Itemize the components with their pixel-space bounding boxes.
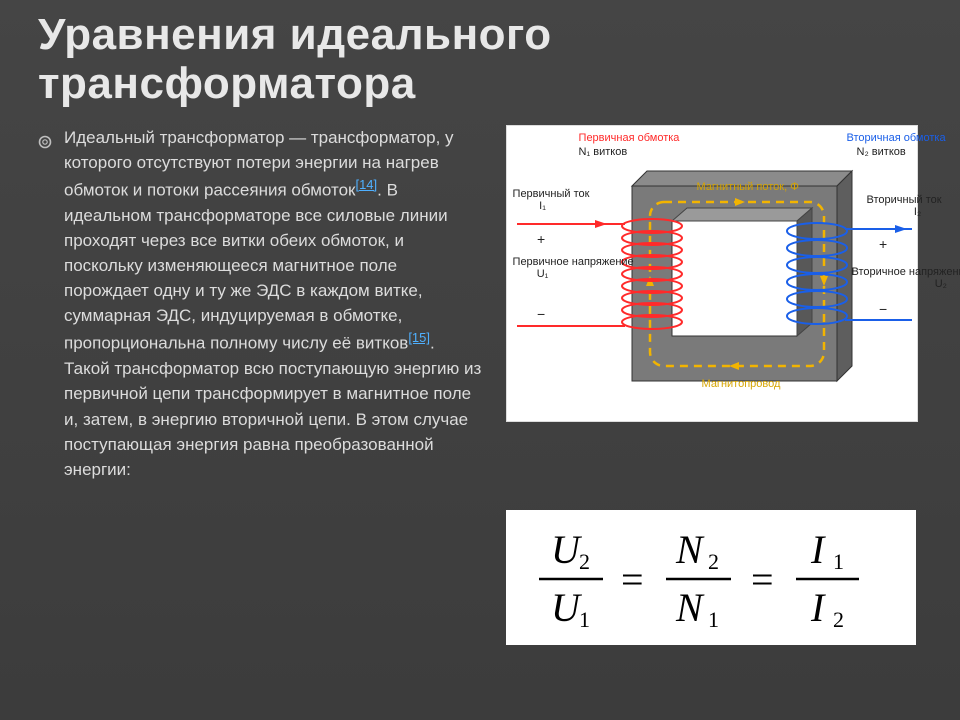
svg-text:1: 1 bbox=[833, 549, 844, 574]
arrow-icon bbox=[595, 220, 607, 228]
svg-text:N: N bbox=[675, 585, 705, 630]
svg-text:I: I bbox=[810, 527, 826, 572]
figure-column: + − + − Первичная обмотка N₁ витков Втор… bbox=[506, 125, 922, 645]
svg-text:−: − bbox=[537, 306, 545, 322]
reference-link-15[interactable]: [15] bbox=[408, 330, 430, 345]
primary-turns-label: N₁ витков bbox=[579, 146, 628, 158]
body-part-3: . Такой трансформатор всю поступающую эн… bbox=[64, 334, 481, 479]
svg-text:−: − bbox=[879, 301, 887, 317]
body-part-2: . В идеальном трансформаторе все силовые… bbox=[64, 181, 448, 354]
equation-panel: U 2 U 1 = N 2 N 1 = I bbox=[506, 510, 916, 645]
arrow-icon bbox=[895, 225, 907, 233]
svg-text:2: 2 bbox=[833, 607, 844, 632]
secondary-turns-label: N₂ витков bbox=[857, 146, 906, 158]
primary-winding-label: Первичная обмотка bbox=[579, 132, 680, 144]
core-label: Магнитопровод bbox=[702, 378, 781, 390]
svg-text:N: N bbox=[675, 527, 705, 572]
svg-text:I: I bbox=[810, 585, 826, 630]
content-row: Идеальный трансформатор — трансформатор,… bbox=[38, 125, 922, 645]
slide: Уравнения идеального трансформатора Идеа… bbox=[0, 0, 960, 720]
secondary-winding-label: Вторичная обмотка bbox=[847, 132, 946, 144]
svg-text:+: + bbox=[879, 236, 887, 252]
slide-title: Уравнения идеального трансформатора bbox=[38, 10, 922, 109]
text-column: Идеальный трансформатор — трансформатор,… bbox=[38, 125, 484, 645]
bullet-item: Идеальный трансформатор — трансформатор,… bbox=[38, 125, 484, 483]
equation-svg: U 2 U 1 = N 2 N 1 = I bbox=[521, 517, 901, 637]
svg-text:+: + bbox=[537, 231, 545, 247]
reference-link-14[interactable]: [14] bbox=[355, 177, 377, 192]
svg-text:1: 1 bbox=[708, 607, 719, 632]
bullet-icon bbox=[38, 131, 52, 156]
transformer-diagram: + − + − Первичная обмотка N₁ витков Втор… bbox=[506, 125, 918, 422]
primary-current-label: Первичный ток I₁ bbox=[513, 188, 590, 212]
svg-text:=: = bbox=[751, 557, 774, 602]
secondary-voltage-label: Вторичное напряжение U₂ bbox=[852, 266, 960, 290]
svg-text:2: 2 bbox=[708, 549, 719, 574]
secondary-current-label: Вторичный ток I₂ bbox=[867, 194, 942, 218]
flux-label: Магнитный поток, Φ bbox=[697, 181, 799, 193]
svg-text:1: 1 bbox=[579, 607, 590, 632]
svg-text:=: = bbox=[621, 557, 644, 602]
svg-text:2: 2 bbox=[579, 549, 590, 574]
body-paragraph: Идеальный трансформатор — трансформатор,… bbox=[64, 125, 484, 483]
primary-voltage-label: Первичное напряжение U₁ bbox=[513, 256, 634, 280]
